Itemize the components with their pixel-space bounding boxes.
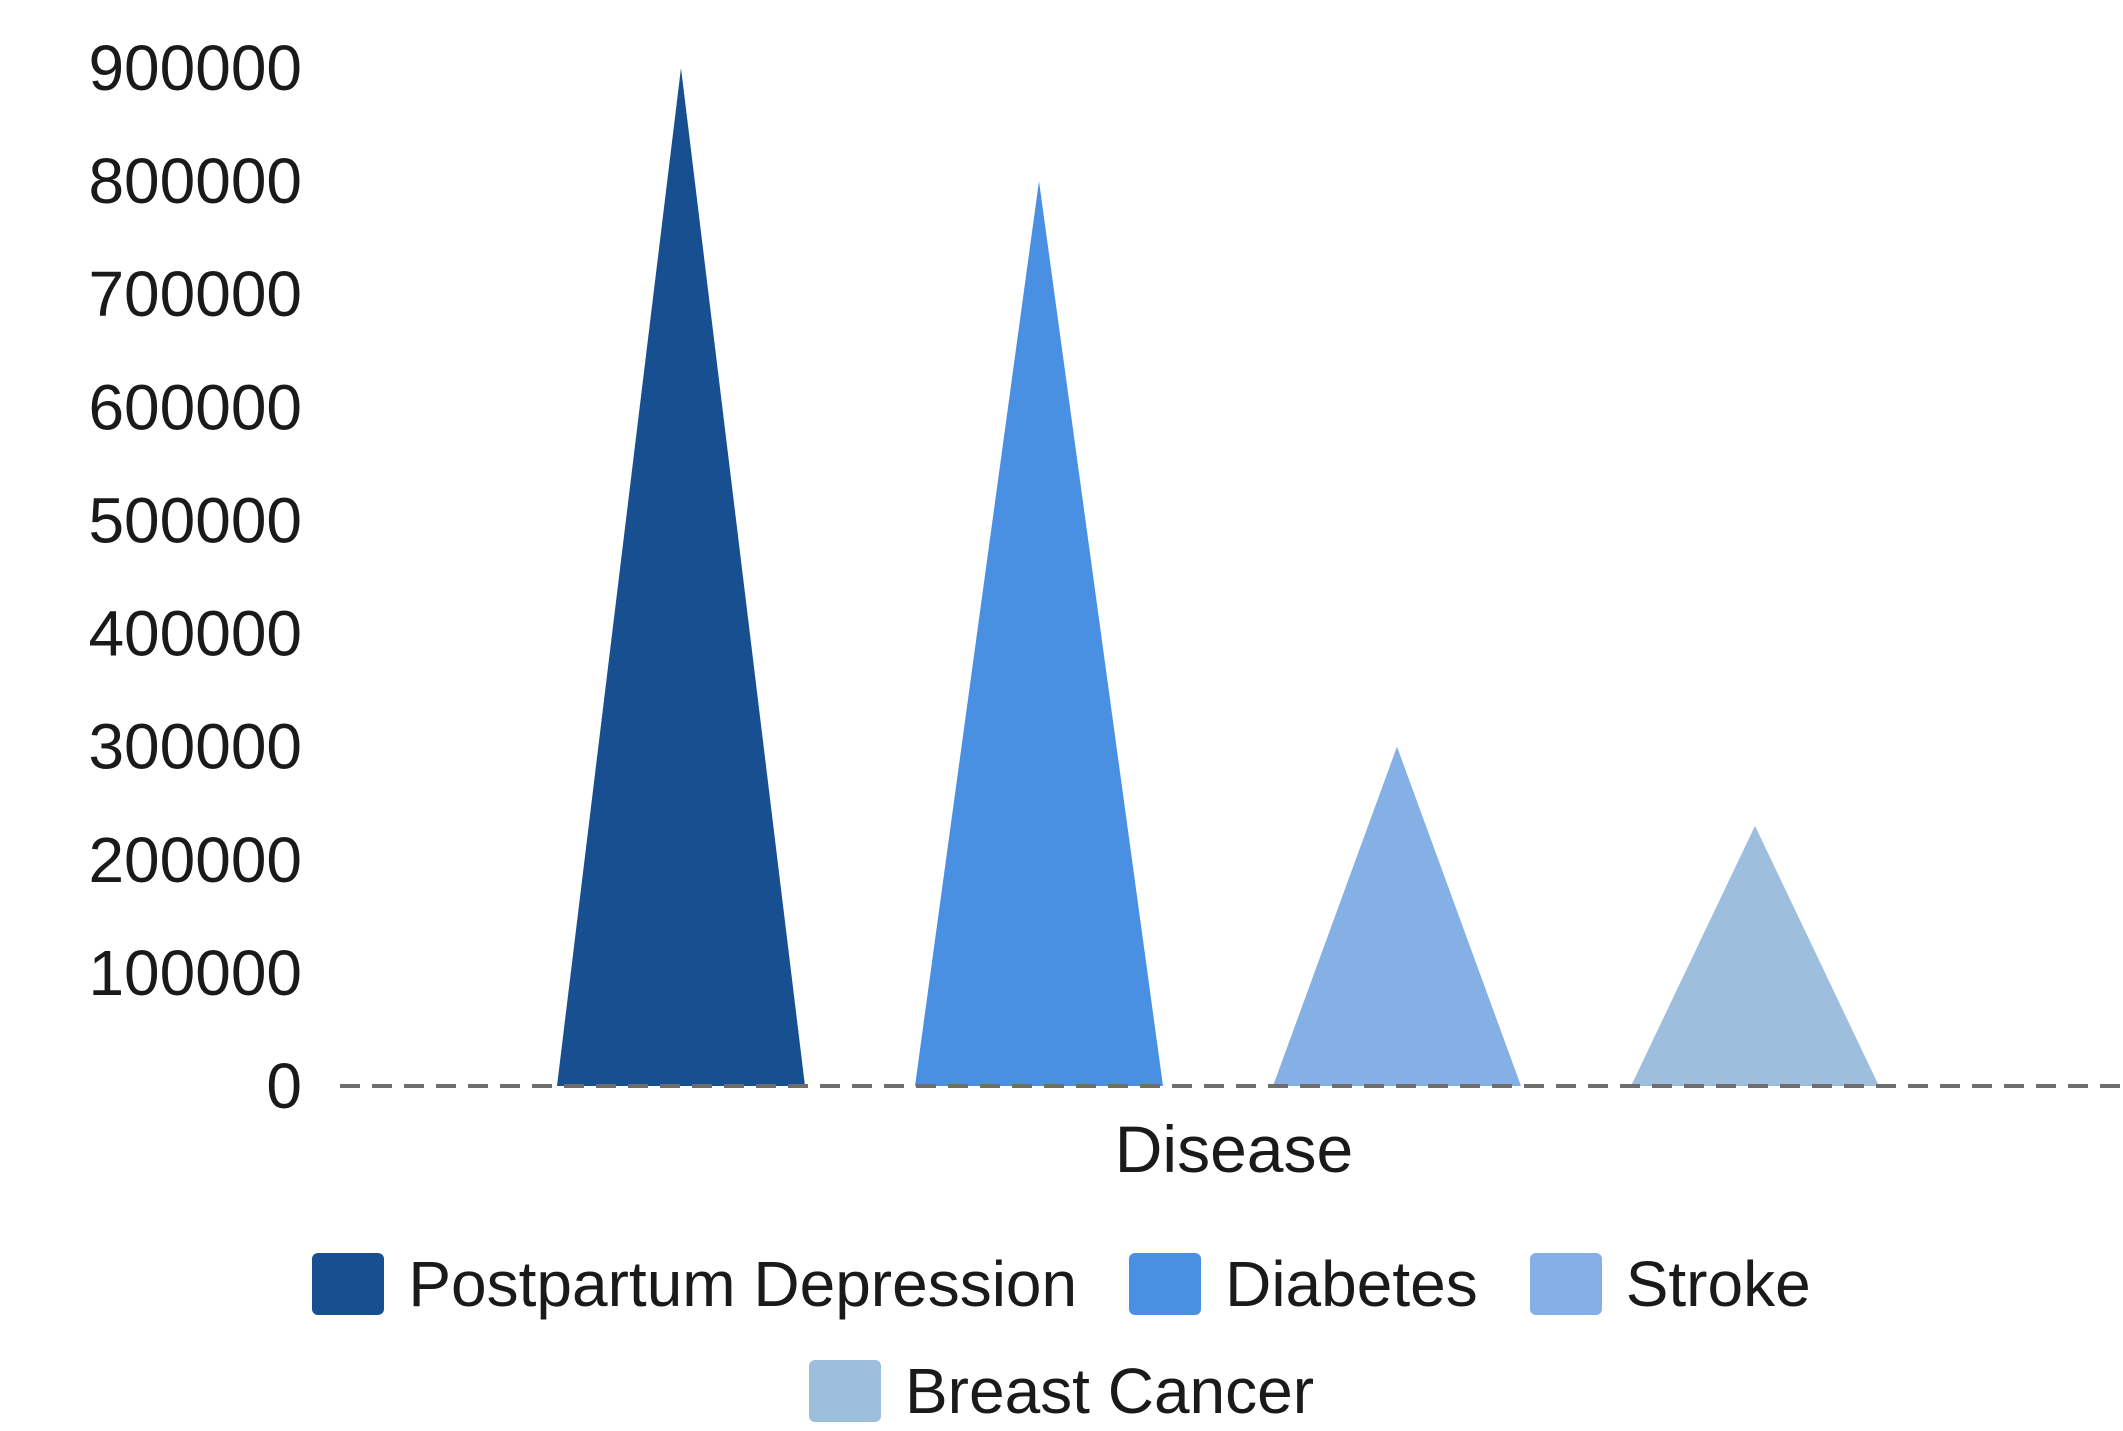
bar-diabetes	[915, 181, 1163, 1087]
y-tick-label: 600000	[88, 371, 302, 443]
x-axis-title: Disease	[1115, 1112, 1353, 1186]
legend-item: Breast Cancer	[808, 1355, 1315, 1427]
legend-row: Breast Cancer	[0, 1359, 2123, 1423]
legend-swatch	[1529, 1253, 1602, 1315]
legend-item: Diabetes	[1129, 1252, 1478, 1316]
y-tick-label: 100000	[88, 937, 302, 1009]
y-tick-label: 900000	[88, 32, 302, 104]
bar-stroke	[1273, 746, 1521, 1086]
y-axis-ticks: 0 100000 200000 300000 400000 500000 600000 700…	[88, 32, 302, 1122]
legend-label: Stroke	[1625, 1248, 1811, 1320]
y-tick-label: 200000	[88, 824, 302, 896]
legend-label: Postpartum Depression	[408, 1248, 1078, 1320]
y-tick-label: 800000	[88, 145, 302, 217]
legend-row: Postpartum Depression Diabetes Stroke	[0, 1252, 2123, 1316]
y-tick-label: 700000	[88, 258, 302, 330]
legend-swatch	[808, 1360, 881, 1422]
legend-item: Postpartum Depression	[312, 1252, 1077, 1316]
plot-area	[557, 68, 1879, 1087]
legend-label: Diabetes	[1225, 1248, 1478, 1320]
legend-label: Breast Cancer	[904, 1355, 1315, 1427]
bar-postpartum-depression	[557, 68, 805, 1086]
y-tick-label: 0	[266, 1050, 302, 1122]
legend-swatch	[312, 1253, 385, 1315]
y-tick-label: 300000	[88, 711, 302, 783]
y-tick-label: 500000	[88, 484, 302, 556]
legend-swatch	[1129, 1253, 1202, 1315]
y-tick-label: 400000	[88, 598, 302, 670]
legend-item: Stroke	[1529, 1248, 1811, 1320]
bar-breast-cancer	[1631, 825, 1879, 1086]
